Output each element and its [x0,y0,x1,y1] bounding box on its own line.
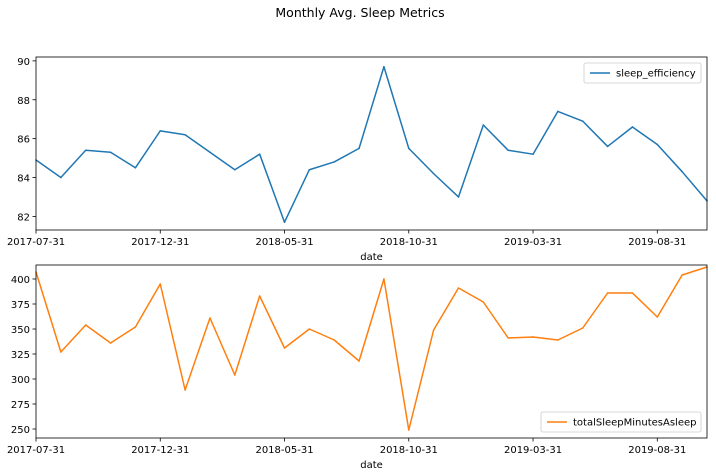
chart-1-data-point-0-18 [482,301,485,303]
chart-1-x-tick-label-4: 2019-03-31 [504,445,562,456]
chart-0-data-point-0-15 [407,147,410,150]
chart-1-data-point-0-23 [606,292,609,294]
chart-1-data-point-0-16 [432,329,435,331]
chart-1-data-point-0-5 [159,283,162,285]
chart-0-x-tick-label-5: 2019-08-31 [628,237,686,248]
chart-1-data-point-0-17 [457,287,460,289]
chart-0-data-point-0-4 [134,167,137,169]
chart-0-data-point-0-21 [557,110,559,113]
chart-0-x-tick-label-1: 2017-12-31 [131,237,189,248]
chart-1-series-line-0 [35,266,708,431]
chart-0-legend-box [583,62,702,84]
chart-1-x-axis-label: date [360,460,383,471]
chart-1-data-point-0-22 [581,327,584,329]
chart-1-data-point-0-7 [209,317,211,319]
chart-1-data-point-0-21 [557,339,559,341]
chart-1-y-tick-label-5: 375 [11,300,30,311]
chart-1-data-point-0-12 [333,339,336,341]
chart-1-data-point-0-24 [631,292,634,294]
chart-0-y-tick-label-0: 82 [17,212,30,223]
chart-1-x-tick-label-2: 2018-05-31 [255,445,313,456]
chart-1-data-point-0-9 [258,295,261,297]
chart-1-data-point-0-10 [283,347,286,349]
chart-0-data-point-0-19 [507,149,509,152]
chart-1-data-point-0-4 [134,326,137,328]
chart-0-data-point-0-5 [159,130,162,132]
chart-1-y-tick-label-3: 325 [11,350,30,361]
figure-title: Monthly Avg. Sleep Metrics [275,5,444,20]
chart-1-data-point-0-20 [532,336,534,338]
chart-1-data-point-0-1 [60,351,62,353]
chart-1-data-point-0-13 [358,360,360,362]
chart-1-data-point-0-26 [681,274,683,276]
chart-0-data-point-0-23 [606,145,609,148]
chart-1-legend-label-0: totalSleepMinutesAsleep [573,418,697,429]
chart-0-data-point-0-24 [631,126,634,128]
chart-1-y-tick-label-2: 300 [11,375,30,386]
chart-0-data-point-0-26 [681,170,683,173]
chart-1-x-tick-label-0: 2017-07-31 [7,445,65,456]
chart-1-y-tick-label-0: 250 [11,425,30,436]
chart-1-data-point-0-19 [507,337,509,339]
chart-0-series-line-0 [35,65,708,223]
chart-1-data-point-0-14 [383,278,385,280]
chart-1-data-point-0-6 [184,389,186,391]
chart-0-data-point-0-10 [283,221,286,224]
chart-1-legend: totalSleepMinutesAsleep [540,411,702,433]
chart-0-x-tick-label-4: 2019-03-31 [504,237,562,248]
chart-1-data-point-0-11 [308,328,311,330]
chart-0-y-tick-label-1: 84 [17,174,30,185]
chart-0-data-point-0-25 [656,143,659,146]
chart-0-x-axis-label: date [360,252,383,263]
chart-0-data-point-0-12 [333,161,336,163]
chart-1-x-tick-label-1: 2017-12-31 [131,445,189,456]
chart-0-data-point-0-9 [258,153,261,155]
chart-1-y-tick-label-4: 350 [11,325,30,336]
chart-0-data-point-0-6 [184,133,186,136]
chart-0-y-tick-label-4: 90 [17,57,30,68]
chart-0-axes-frame [35,56,708,231]
chart-0-data-point-0-13 [358,147,360,150]
chart-0-data-point-0-7 [209,151,211,154]
chart-0-legend-label-0: sleep_efficiency [616,69,696,80]
chart-0-data-point-0-18 [482,124,485,126]
chart-1-data-point-0-2 [84,324,87,326]
chart-0-data-point-0-16 [432,172,435,175]
chart-0-y-tick-label-2: 86 [17,135,30,146]
chart-0-data-point-0-14 [383,65,385,68]
chart-1-data-point-0-15 [407,429,410,431]
chart-0-x-tick-label-2: 2018-05-31 [255,237,313,248]
chart-0-data-point-0-2 [84,149,87,152]
chart-0-data-point-0-8 [234,168,236,171]
chart-0-data-point-0-11 [308,168,311,171]
chart-0-x-tick-label-0: 2017-07-31 [7,237,65,248]
chart-1-x-tick-label-3: 2018-10-31 [380,445,438,456]
chart-0-data-point-0-17 [457,196,460,198]
chart-1-axes-frame [35,264,708,439]
chart-0-data-point-0-22 [581,120,584,122]
chart-1-x-tick-label-5: 2019-08-31 [628,445,686,456]
chart-0-data-point-0-3 [109,151,112,154]
chart-1-y-tick-label-6: 400 [11,275,30,286]
chart-0-data-point-0-1 [60,176,62,179]
chart-total-sleep-minutes: 250 275 300 325 350 375 400 2017-07-31 2017-12-3… [7,264,708,471]
chart-1-data-point-0-8 [234,374,236,376]
chart-0-y-tick-label-3: 88 [17,96,30,107]
chart-1-y-tick-label-1: 275 [11,400,30,411]
chart-1-data-point-0-3 [109,342,112,344]
chart-0-data-point-0-20 [532,153,534,155]
chart-sleep-efficiency: 82 84 86 88 90 2017-07-31 2017-12-31 2018-05-31… [7,56,708,263]
chart-0-legend: sleep_efficiency [583,62,702,84]
chart-1-data-point-0-25 [656,316,659,318]
chart-0-x-tick-label-3: 2018-10-31 [380,237,438,248]
chart-1-legend-box [540,411,702,433]
